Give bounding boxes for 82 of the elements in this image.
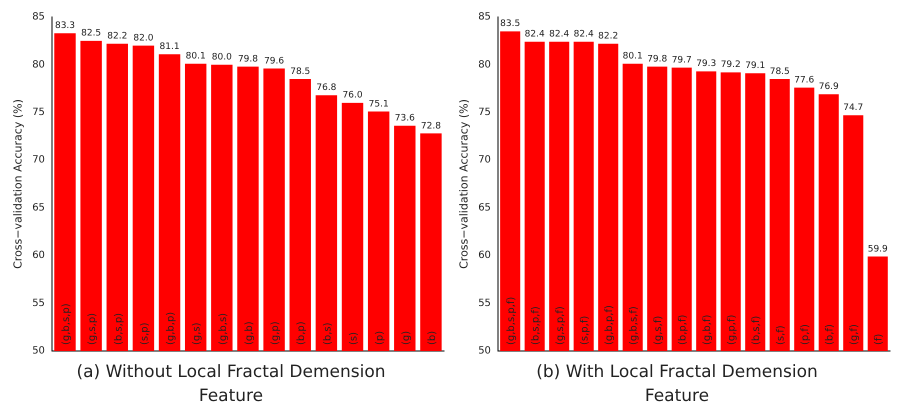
text: (a) Without Local Fractal Demension Feature [76, 361, 386, 408]
x-tick-label: (g,b,s,p,f) [506, 296, 518, 345]
y-tick-label: 60 [478, 250, 491, 262]
x-tick-label: (s,p,f) [580, 316, 591, 345]
y-tick-label: 85 [478, 12, 491, 23]
data-label: 82.4 [574, 30, 594, 40]
y-tick-label: 75 [32, 107, 45, 118]
data-label: 81.1 [160, 42, 180, 52]
y-tick-label: 65 [478, 202, 491, 214]
x-tick-label: (b,p) [296, 321, 308, 345]
x-tick-label: (g,b,p) [166, 312, 177, 345]
data-label: 76.8 [316, 83, 337, 94]
data-label: 73.6 [394, 114, 416, 124]
x-tick-label: (b,s,p,f) [530, 306, 542, 345]
data-label: 78.5 [290, 66, 310, 77]
y-tick-label: 50 [32, 346, 45, 357]
x-tick-label: (g,b,s,f) [628, 306, 640, 345]
data-label: 82.2 [107, 32, 128, 42]
x-tick-label: (g,p) [270, 321, 282, 345]
data-label: 79.2 [720, 60, 741, 70]
y-tick-label: 80 [478, 59, 491, 70]
y-axis-title: Cross−validation Accuracy (%) [457, 99, 470, 269]
data-label: 83.3 [54, 21, 76, 32]
data-label: 76.0 [342, 90, 363, 101]
x-tick-label: (g,p,f) [726, 314, 738, 345]
data-label: 78.5 [770, 66, 790, 77]
x-tick-label: (g,b,f) [702, 314, 714, 345]
x-tick-label: (g,b,s,p) [60, 303, 72, 345]
data-label: 75.1 [368, 99, 389, 110]
data-label: 83.5 [500, 19, 520, 30]
data-label: 82.0 [133, 33, 154, 44]
x-tick-label: (g,b,p,f) [604, 305, 616, 345]
text: (b) With Local Fractal Demension Feature [535, 361, 819, 408]
y-tick-label: 55 [478, 298, 491, 309]
x-tick-label: (s,f) [776, 325, 787, 345]
x-tick-label: (b,s,p) [113, 312, 124, 345]
y-tick-label: 70 [32, 154, 45, 166]
x-tick-label: (s,p) [139, 322, 150, 345]
x-tick-label: (g,s) [192, 322, 203, 345]
y-tick-label: 75 [478, 107, 491, 118]
data-label: 82.5 [81, 28, 102, 39]
x-tick-label: (f) [874, 334, 885, 345]
x-tick-label: (g,s,p) [87, 312, 98, 345]
data-label: 80.1 [622, 52, 643, 62]
x-tick-label: (b) [426, 330, 438, 345]
data-label: 82.2 [598, 32, 618, 42]
y-tick-label: 80 [32, 59, 45, 70]
data-label: 79.1 [745, 61, 766, 72]
data-label: 74.7 [843, 103, 864, 114]
data-label: 82.4 [524, 30, 545, 40]
y-axis-title: Cross−validation Accuracy (%) [11, 99, 24, 269]
x-tick-label: (p) [374, 330, 386, 345]
data-label: 76.9 [818, 82, 840, 92]
data-label: 79.7 [672, 55, 692, 66]
data-label: 79.6 [264, 56, 284, 66]
x-tick-label: (g,f) [849, 324, 860, 345]
x-tick-label: (p,f) [800, 324, 812, 345]
data-label: 79.8 [647, 54, 668, 64]
x-tick-label: (g,s,p,f) [555, 306, 566, 345]
data-label: 80.0 [212, 52, 232, 63]
data-label: 80.1 [186, 52, 206, 62]
y-tick-label: 60 [32, 250, 45, 262]
x-tick-label: (g,s,f) [653, 316, 664, 345]
x-tick-label: (g,b,s) [218, 312, 229, 345]
data-label: 59.9 [868, 244, 888, 254]
x-tick-label: (b,s,f) [751, 316, 762, 345]
data-label: 82.4 [549, 30, 570, 40]
y-tick-label: 70 [478, 154, 491, 166]
y-tick-label: 85 [32, 12, 45, 23]
data-label: 72.8 [420, 121, 442, 132]
x-tick-label: (b,s) [322, 322, 334, 345]
y-tick-label: 65 [32, 202, 45, 214]
y-tick-label: 55 [32, 298, 45, 309]
data-label: 79.8 [238, 54, 258, 64]
x-tick-label: (g) [400, 330, 412, 345]
x-tick-label: (b,p,f) [678, 314, 689, 345]
y-tick-label: 50 [478, 346, 491, 357]
x-tick-label: (b,f) [824, 324, 836, 345]
x-tick-label: (g,b) [244, 321, 255, 345]
data-label: 77.6 [794, 75, 815, 86]
data-label: 79.3 [696, 59, 716, 70]
x-tick-label: (s) [348, 332, 360, 345]
